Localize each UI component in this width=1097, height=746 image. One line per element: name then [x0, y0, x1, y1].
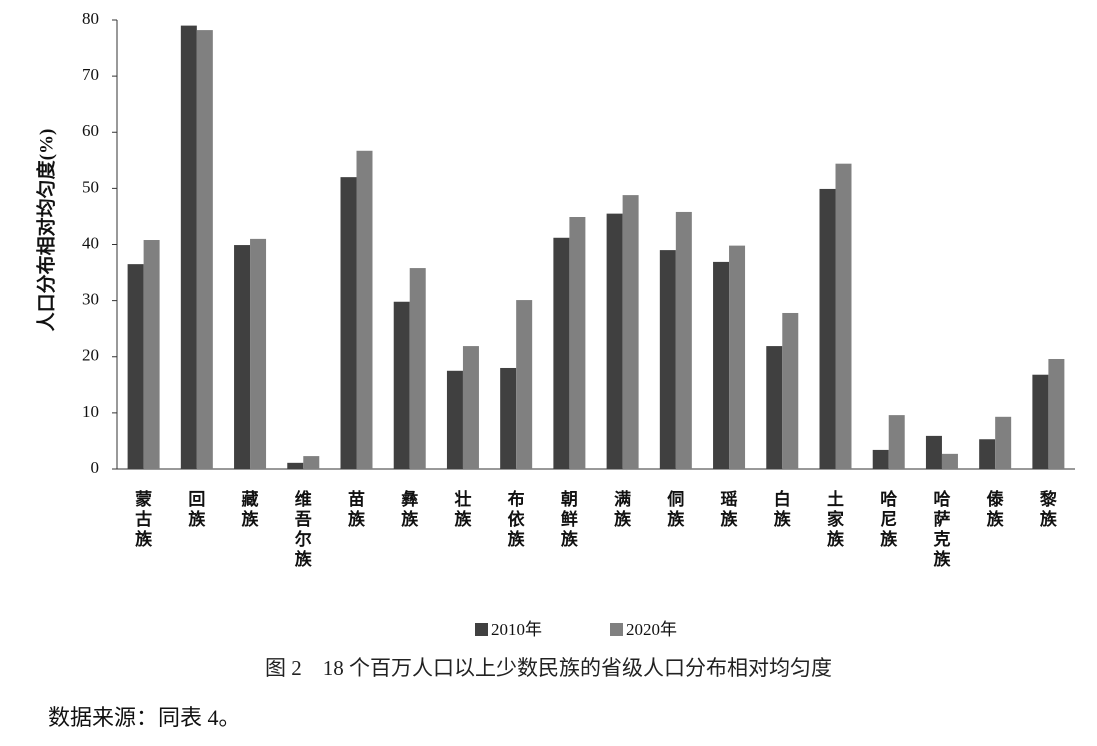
caption: 图 2 18 个百万人口以上少数民族的省级人口分布相对均匀度 — [265, 656, 832, 680]
bar — [606, 213, 623, 469]
bar — [180, 25, 197, 470]
x-tick-label: 土家族 — [827, 490, 844, 549]
bar — [819, 188, 836, 469]
bar — [409, 268, 426, 469]
bar — [127, 264, 144, 469]
y-tick-label: 0 — [91, 458, 100, 477]
x-tick-label: 壮族 — [454, 490, 472, 529]
legend-swatch — [610, 623, 623, 636]
x-tick-label: 黎族 — [1039, 490, 1057, 529]
bar — [446, 370, 463, 469]
x-tick-label: 满族 — [614, 490, 632, 529]
bar — [393, 301, 410, 469]
bar — [979, 439, 996, 469]
x-tick-label: 朝鲜族 — [560, 490, 578, 549]
x-tick-label: 彝族 — [401, 490, 419, 529]
bar — [250, 238, 267, 469]
bar — [196, 30, 213, 469]
x-tick-label: 侗族 — [667, 490, 685, 529]
y-tick-label: 80 — [82, 9, 99, 28]
legend-label: 2020年 — [626, 620, 677, 639]
bar — [995, 416, 1012, 469]
bar — [872, 449, 889, 469]
x-tick-label: 哈尼族 — [880, 490, 898, 549]
x-tick-label: 白族 — [773, 490, 791, 529]
bar — [659, 250, 676, 469]
x-tick-label: 傣族 — [986, 490, 1004, 529]
bar — [287, 462, 304, 469]
source-note: 数据来源：同表 4。 — [48, 705, 241, 730]
bar — [622, 195, 639, 470]
y-tick-label: 40 — [82, 233, 99, 252]
x-tick-label: 回族 — [188, 490, 206, 529]
bar — [516, 300, 533, 469]
bar — [569, 216, 586, 469]
y-tick-label: 10 — [82, 402, 99, 421]
x-tick-label: 哈萨克族 — [933, 490, 951, 569]
bar — [340, 177, 357, 469]
x-tick-label: 苗族 — [348, 490, 365, 529]
bar — [925, 435, 942, 469]
bar — [462, 346, 479, 469]
bar — [888, 415, 905, 469]
bar — [782, 312, 799, 469]
bar — [729, 245, 746, 469]
legend-swatch — [475, 623, 488, 636]
x-tick-label: 瑶族 — [720, 490, 738, 529]
x-tick-label: 布依族 — [507, 490, 525, 549]
bar — [1048, 358, 1065, 469]
x-tick-label: 藏族 — [241, 490, 259, 529]
bar — [713, 261, 730, 469]
bar — [234, 245, 251, 469]
bar — [500, 367, 517, 469]
x-tick-label: 维吾尔族 — [294, 490, 312, 569]
bar — [766, 346, 783, 469]
y-tick-label: 50 — [82, 177, 99, 196]
bar — [941, 453, 958, 469]
bar — [1032, 374, 1049, 469]
y-tick-label: 60 — [82, 121, 99, 140]
y-tick-label: 30 — [82, 290, 99, 309]
x-tick-label: 蒙古族 — [135, 490, 153, 549]
y-tick-label: 20 — [82, 346, 99, 365]
bar — [303, 456, 320, 469]
bar — [553, 237, 570, 469]
bar — [675, 211, 692, 469]
y-axis-label: 人口分布相对均匀度(%) — [34, 129, 57, 332]
bar — [143, 240, 160, 469]
bar — [356, 150, 373, 470]
legend-label: 2010年 — [491, 620, 542, 639]
bar — [835, 163, 852, 469]
y-tick-label: 70 — [82, 65, 99, 84]
